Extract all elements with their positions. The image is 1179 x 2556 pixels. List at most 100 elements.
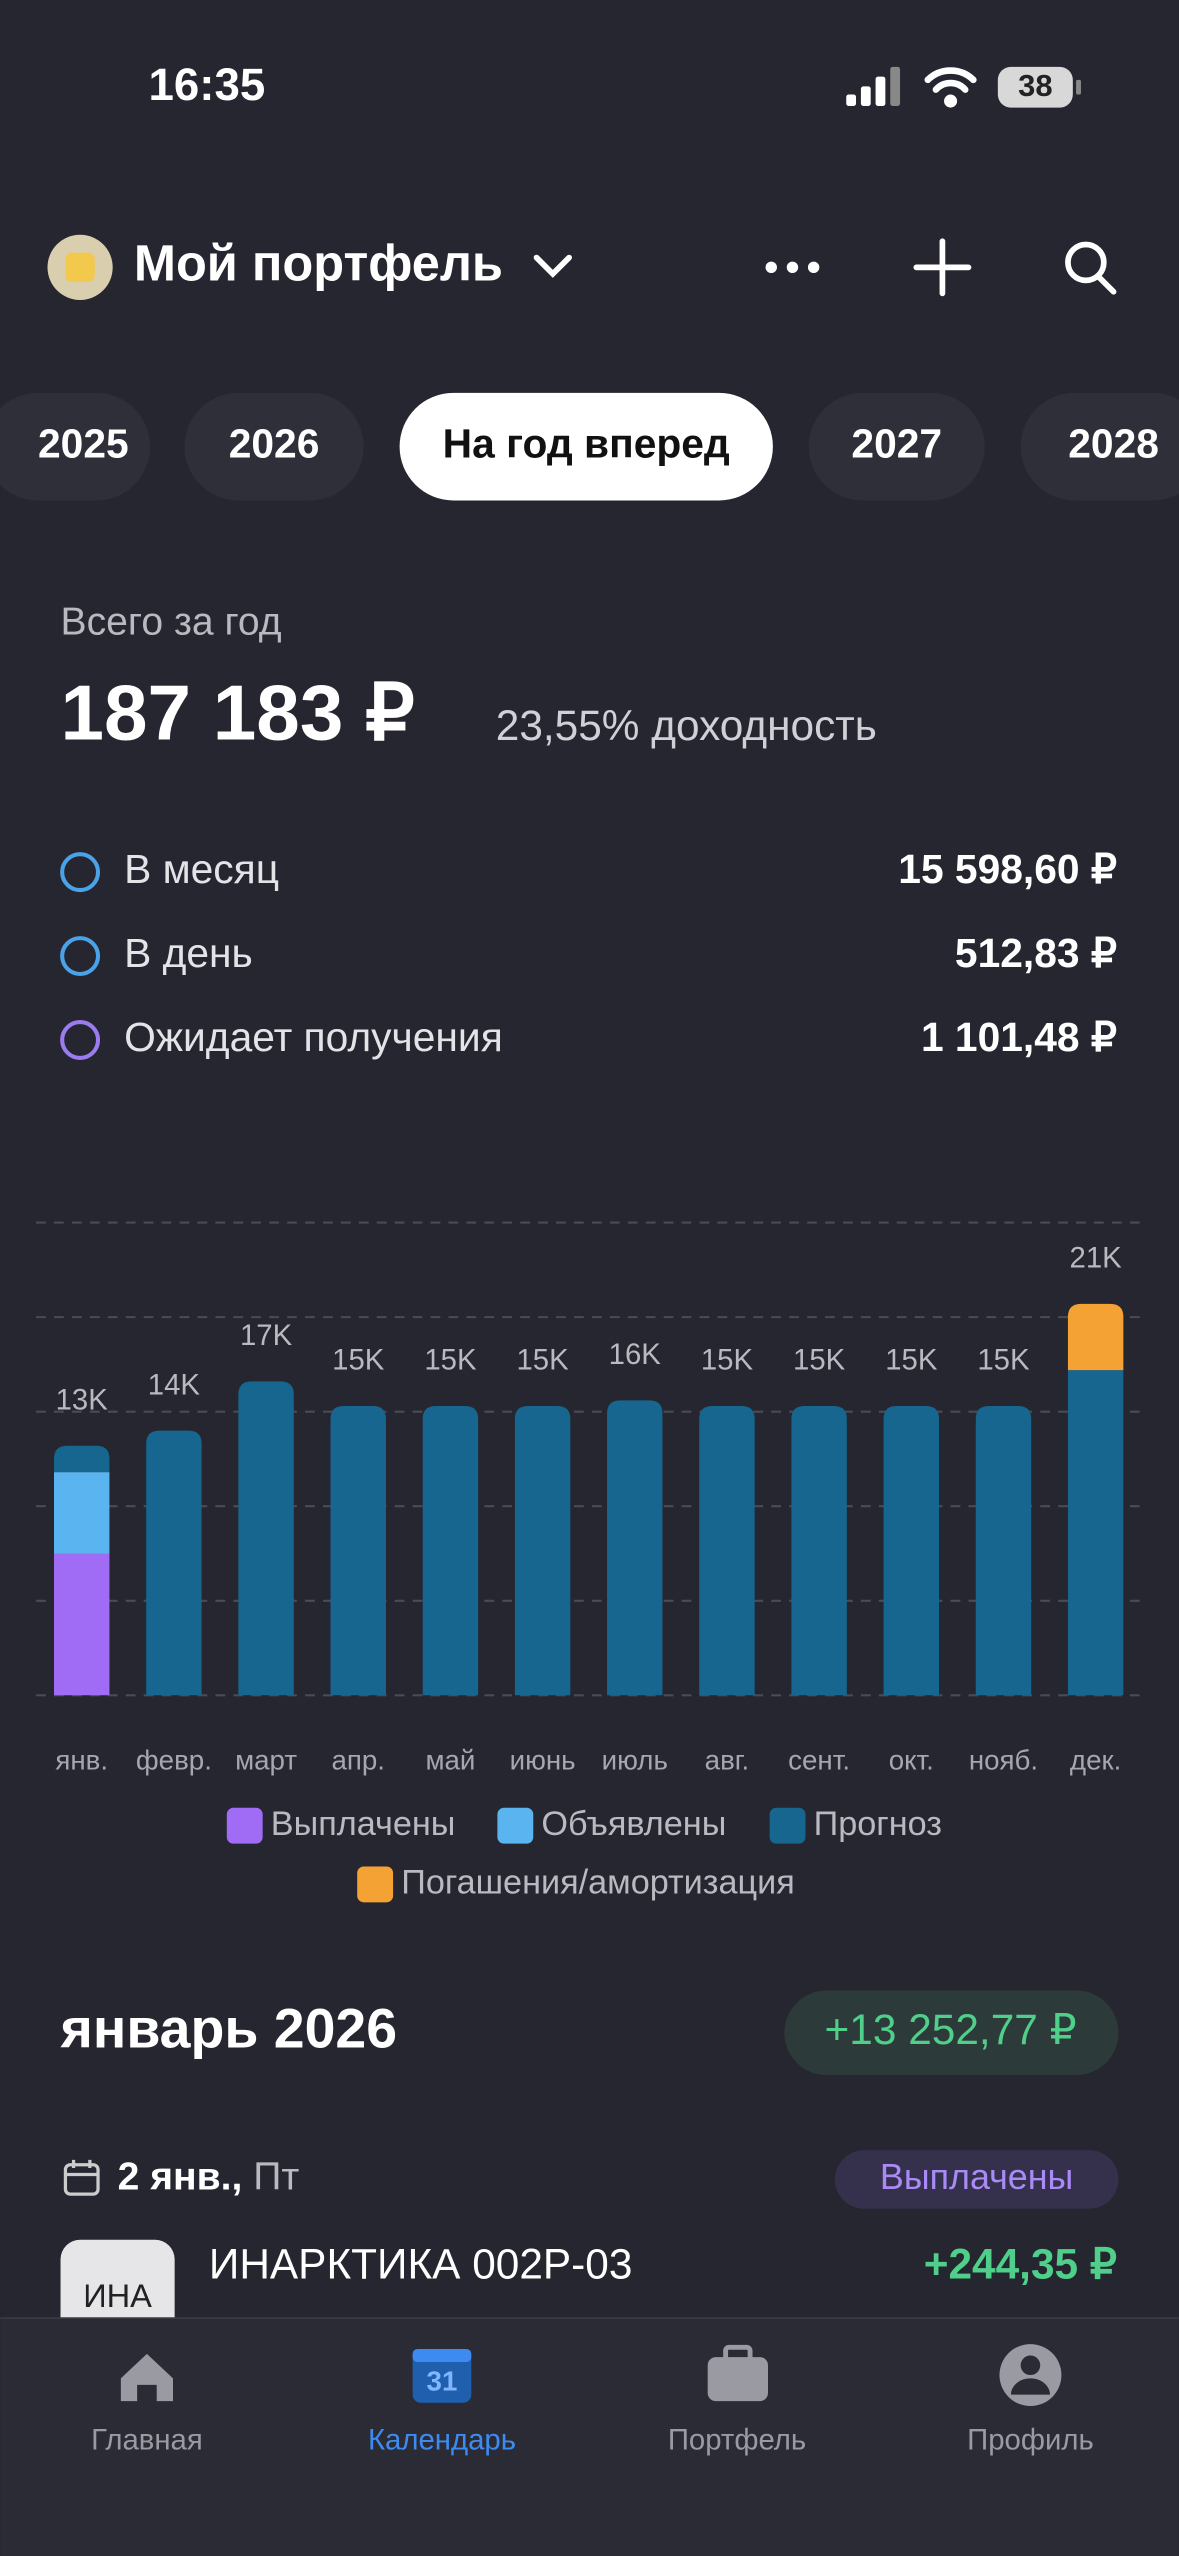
tab-bar [0, 2318, 1179, 2556]
wifi [924, 67, 977, 108]
month-total-pill [784, 1990, 1119, 2076]
x-tick-label: окт. [889, 1744, 934, 1775]
legend-swatch [357, 1866, 394, 1903]
row-indicator [60, 1020, 101, 1060]
x-tick-label: июнь [510, 1744, 576, 1775]
home-icon[interactable] [120, 2353, 174, 2402]
bar-segment [54, 1553, 110, 1696]
battery-level: 38 [1018, 68, 1052, 103]
row-label: В месяц [124, 846, 279, 892]
month-title: январь 2026 [60, 1997, 397, 2059]
time: 16:35 [149, 59, 266, 110]
bar-segment [883, 1405, 940, 1696]
year-tab-label: 2026 [229, 420, 320, 466]
item-name[interactable]: ИНАРКТИКА 002P-03 [209, 2241, 633, 2288]
year-tab[interactable] [0, 392, 151, 501]
year-tab-label: 2025 [38, 420, 129, 466]
calendar-tab-day: 31 [427, 2366, 458, 2397]
x-tick-label: нояб. [969, 1744, 1038, 1775]
bar-total-label: 15K [977, 1344, 1030, 1377]
battery [997, 66, 1073, 108]
portfolio-icon-handle [723, 2344, 753, 2363]
search-button[interactable] [1065, 241, 1117, 295]
legend-swatch [769, 1807, 806, 1844]
bar-total-label: 16K [609, 1338, 662, 1371]
x-tick-label: март [235, 1744, 297, 1775]
calendar-tab-icon[interactable] [412, 2348, 472, 2403]
signal [846, 66, 901, 106]
summary-total: 187 183 ₽ [61, 669, 415, 757]
year-tab[interactable] [808, 392, 985, 501]
x-tick-label: дек. [1070, 1744, 1121, 1775]
bar-total-label: 21K [1070, 1242, 1123, 1275]
add-button[interactable] [913, 238, 972, 297]
bar-segment [699, 1405, 755, 1696]
tab-bar-label[interactable]: Главная [91, 2424, 203, 2457]
bar-total-label: 15K [332, 1344, 385, 1377]
bar-segment [791, 1405, 847, 1696]
bar-segment [54, 1445, 110, 1473]
bar-total-label: 15K [793, 1344, 846, 1377]
legend-label: Прогноз [814, 1805, 942, 1843]
tab-bar-label[interactable]: Календарь [368, 2424, 516, 2457]
x-tick-label: янв. [55, 1744, 108, 1775]
status-pill [834, 2150, 1119, 2209]
bar-segment [238, 1381, 294, 1696]
portfolio-title[interactable]: Мой портфель [134, 235, 503, 292]
bar-total-label: 15K [701, 1344, 754, 1377]
row-value: 512,83 ₽ [955, 930, 1117, 976]
bar-segment [422, 1405, 479, 1696]
logo-shield [65, 252, 95, 283]
day-weekday: Пт [253, 2156, 299, 2199]
more-button[interactable] [765, 261, 820, 274]
x-tick-label: апр. [331, 1744, 385, 1775]
legend-label: Выплачены [271, 1805, 456, 1843]
row-value: 15 598,60 ₽ [898, 846, 1117, 892]
row-indicator [60, 936, 101, 977]
day-date: 2 янв., Пт [118, 2156, 300, 2199]
bar-total-label: 15K [885, 1344, 938, 1377]
tab-bar-labels: Главная Календарь Портфель Профиль [91, 2424, 1094, 2457]
legend-label: Погашения/амортизация [401, 1863, 795, 1901]
tab-bar-label[interactable]: Портфель [668, 2424, 806, 2457]
summary-yield: 23,55% доходность [496, 702, 877, 749]
x-tick-label: авг. [705, 1744, 750, 1775]
row-label: В день [124, 930, 253, 976]
legend-label: Объявлены [541, 1805, 726, 1843]
month-total: +13 252,77 ₽ [825, 2006, 1077, 2053]
legend-swatch [497, 1807, 534, 1844]
year-tab[interactable] [399, 392, 773, 501]
x-tick-label: май [425, 1744, 475, 1775]
day-date-text: 2 янв., [118, 2156, 243, 2199]
bar-segment [514, 1405, 571, 1696]
calendar-tab-top [412, 2348, 472, 2363]
item-icon-text: ИНА [83, 2277, 152, 2314]
bar-segment [54, 1472, 110, 1554]
bar-segment [146, 1430, 202, 1696]
x-tick-label: июль [602, 1744, 668, 1775]
bar-segment [607, 1400, 663, 1696]
bar-segment [1067, 1370, 1124, 1696]
calendar-icon [63, 2159, 100, 2196]
row-value: 1 101,48 ₽ [921, 1014, 1117, 1060]
tab-bar-label[interactable]: Профиль [967, 2424, 1094, 2457]
row-indicator [60, 852, 101, 893]
bar-segment [330, 1405, 386, 1696]
bar-segment [975, 1405, 1032, 1696]
year-tab[interactable] [1020, 392, 1179, 501]
summary-rows: В месяц 15 598,60 ₽ В день 512,83 ₽ Ожидает … [60, 846, 1117, 1060]
year-tab-label: 2028 [1068, 420, 1159, 466]
bar-segment [1067, 1303, 1124, 1371]
bar-total-label: 15K [424, 1344, 477, 1377]
legend-swatch [226, 1807, 263, 1844]
year-tab-label: На год вперед [443, 420, 730, 466]
dropdown-chevron[interactable] [533, 254, 572, 278]
day-status: Выплачены [880, 2157, 1073, 2197]
bar-total-label: 15K [517, 1344, 570, 1377]
profile-head [1020, 2355, 1041, 2376]
x-tick-label: февр. [136, 1744, 212, 1775]
portfolio-icon[interactable] [707, 2357, 768, 2402]
year-tab[interactable] [184, 392, 364, 501]
